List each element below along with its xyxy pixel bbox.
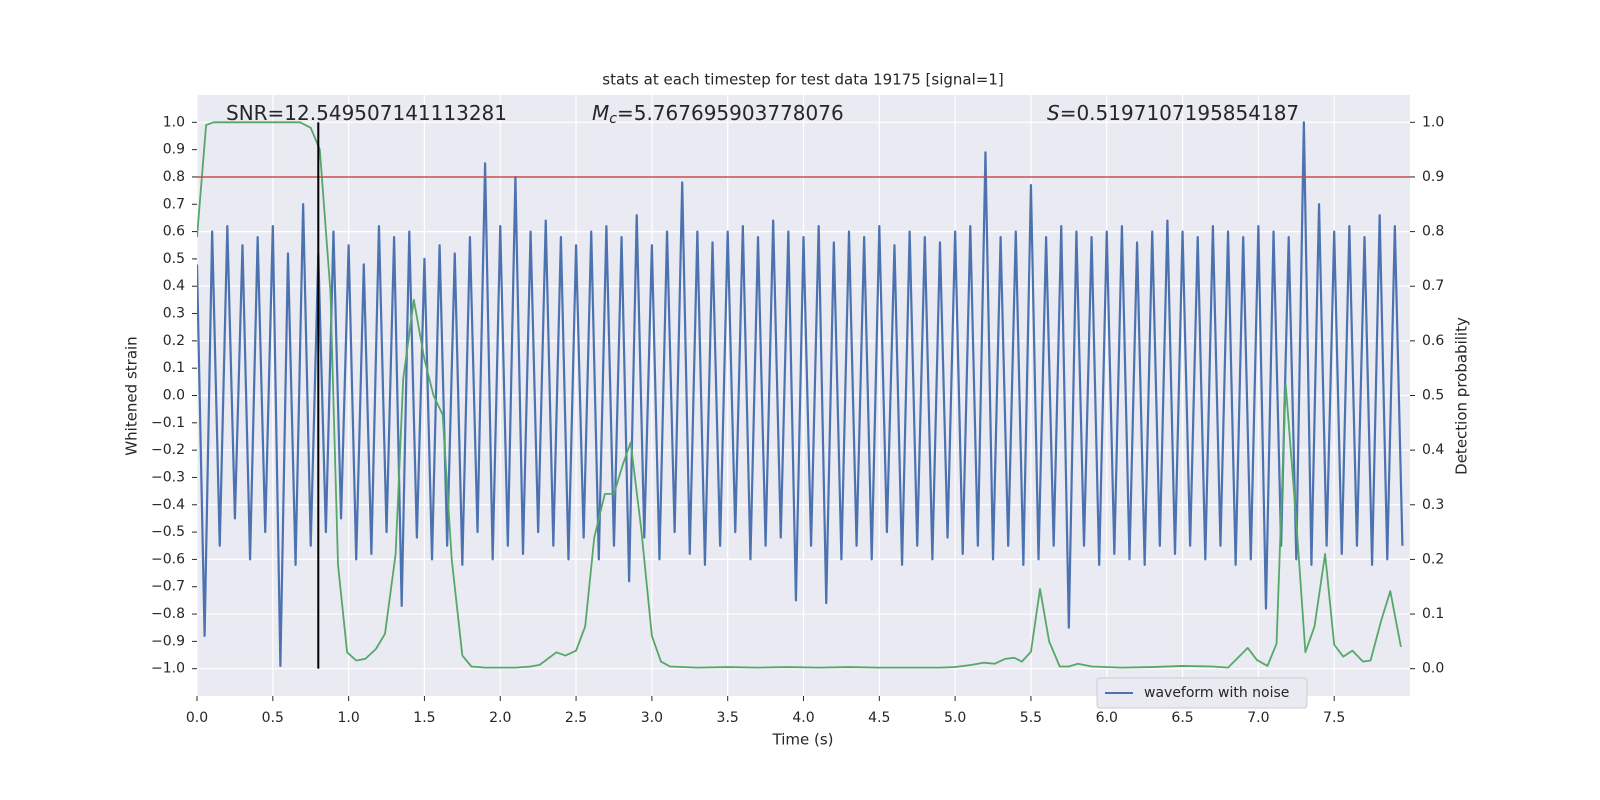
x-tick-label: 1.0 xyxy=(337,710,359,726)
y2-tick-label: 1.0 xyxy=(1422,114,1444,130)
x-tick-label: 4.0 xyxy=(792,710,814,726)
y-tick-label: −0.8 xyxy=(151,606,185,622)
y-tick-label: −0.3 xyxy=(151,469,185,485)
y-tick-label: −0.1 xyxy=(151,415,185,431)
x-tick-label: 6.0 xyxy=(1096,710,1118,726)
y-tick-label: 0.5 xyxy=(163,251,185,267)
annotation-subscript: c xyxy=(609,111,617,127)
x-tick-label: 0.5 xyxy=(262,710,284,726)
series-line xyxy=(197,121,1402,669)
y2-tick-label: 0.1 xyxy=(1422,606,1444,622)
y-tick-label: −0.2 xyxy=(151,442,185,458)
y-tick-label: 0.3 xyxy=(163,306,185,322)
y2-axis-label: Detection probability xyxy=(1453,317,1471,475)
y-tick-label: 0.0 xyxy=(163,388,185,404)
x-axis-label: Time (s) xyxy=(772,731,834,749)
chart-title: stats at each timestep for test data 191… xyxy=(602,71,1003,89)
annotation: Mc=5.767695903778076 xyxy=(592,101,844,128)
y-tick-label: 0.8 xyxy=(163,169,185,185)
y-tick-label: 1.0 xyxy=(163,114,185,130)
series-line xyxy=(197,121,1404,668)
annotation: SNR=12.549507141113281 xyxy=(226,101,507,125)
annotation-text: SNR=12.549507141113281 xyxy=(226,101,507,125)
x-tick-label: 5.0 xyxy=(944,710,966,726)
y-tick-label: 0.1 xyxy=(163,360,185,376)
y2-tick-label: 0.0 xyxy=(1422,661,1444,677)
y-tick-label: −0.4 xyxy=(151,497,185,513)
y2-tick-label: 0.5 xyxy=(1422,388,1444,404)
y2-tick-label: 0.2 xyxy=(1422,551,1444,567)
y2-tick-label: 0.4 xyxy=(1422,442,1444,458)
x-tick-label: 3.0 xyxy=(641,710,663,726)
x-tick-label: 4.5 xyxy=(868,710,890,726)
x-tick-label: 6.5 xyxy=(1171,710,1193,726)
y-tick-label: −1.0 xyxy=(151,661,185,677)
annotation-symbol: S xyxy=(1047,101,1060,125)
x-tick-label: 1.5 xyxy=(413,710,435,726)
y2-tick-label: 0.6 xyxy=(1422,333,1444,349)
y-tick-label: −0.5 xyxy=(151,524,185,540)
y-tick-label: 0.4 xyxy=(163,278,185,294)
annotation: S=0.5197107195854187 xyxy=(1047,101,1299,125)
plot-area xyxy=(197,121,1410,669)
legend-label: waveform with noise xyxy=(1144,685,1289,701)
y2-tick-label: 0.8 xyxy=(1422,224,1444,240)
y-tick-label: 0.2 xyxy=(163,333,185,349)
x-tick-label: 5.5 xyxy=(1020,710,1042,726)
y2-tick-label: 0.3 xyxy=(1422,497,1444,513)
legend-box xyxy=(1096,677,1308,709)
annotation-symbol: M xyxy=(592,101,609,125)
x-tick-label: 7.5 xyxy=(1323,710,1345,726)
x-tick-label: 2.5 xyxy=(565,710,587,726)
y-tick-label: 0.7 xyxy=(163,196,185,212)
y-tick-label: −0.9 xyxy=(151,633,185,649)
annotation-text: =0.5197107195854187 xyxy=(1060,101,1299,125)
y-tick-label: −0.6 xyxy=(151,551,185,567)
x-tick-label: 3.5 xyxy=(717,710,739,726)
y2-tick-label: 0.9 xyxy=(1422,169,1444,185)
x-tick-label: 7.0 xyxy=(1247,710,1269,726)
y-tick-label: 0.6 xyxy=(163,224,185,240)
y2-tick-label: 0.7 xyxy=(1422,278,1444,294)
y-tick-label: −0.7 xyxy=(151,579,185,595)
annotation-text: =5.767695903778076 xyxy=(617,101,844,125)
y-tick-label: 0.9 xyxy=(163,142,185,158)
x-tick-label: 0.0 xyxy=(186,710,208,726)
x-tick-label: 2.0 xyxy=(489,710,511,726)
y-axis-label: Whitened strain xyxy=(123,336,141,455)
